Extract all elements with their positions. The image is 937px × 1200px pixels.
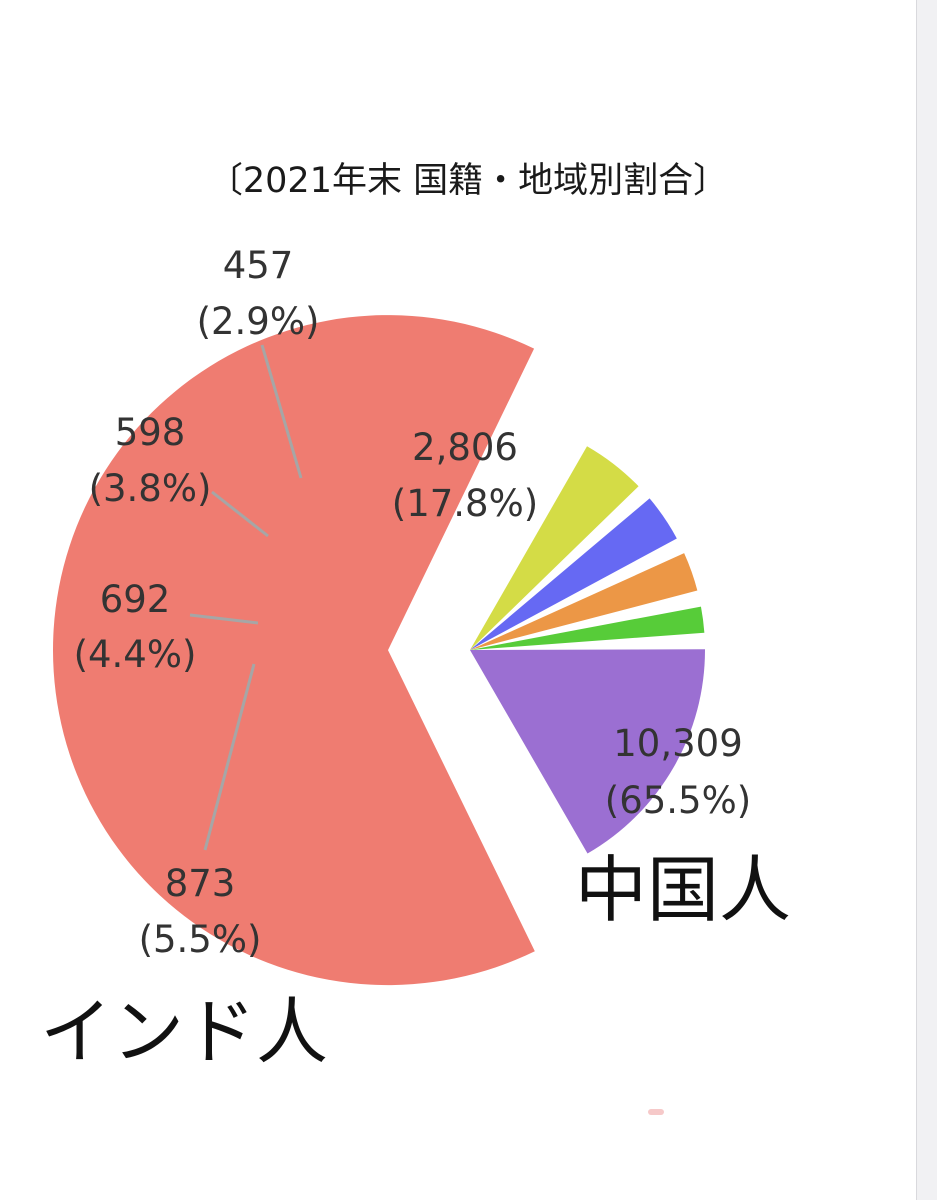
- leader-line-slice-5: [260, 344, 303, 479]
- stray-mark: [648, 1109, 664, 1115]
- value-label-india: 873: [165, 862, 236, 905]
- pie-slice-slice-3: [470, 498, 677, 650]
- percent-label-slice-5: (2.9%): [197, 300, 320, 343]
- pie-slice-slice-4: [470, 553, 698, 650]
- percent-label-slice-3: (4.4%): [74, 633, 197, 676]
- leader-lines: [189, 344, 303, 851]
- value-label-slice-3: 692: [100, 578, 171, 621]
- leader-line-slice-4: [211, 490, 269, 538]
- pie-slice-slice-6: [470, 649, 705, 854]
- pie-slice-slice-5: [470, 606, 705, 650]
- annotation-india: インド人: [40, 990, 328, 1074]
- value-label-slice-6: 2,806: [412, 426, 518, 469]
- chart-title: 〔2021年末 国籍・地域別割合〕: [208, 161, 728, 201]
- pie-slices: [53, 315, 705, 986]
- leader-line-slice-3: [189, 613, 259, 625]
- annotation-china: 中国人: [575, 848, 791, 932]
- percent-label-china: (65.5%): [605, 779, 751, 822]
- data-labels: 10,309 (65.5%) 873 (5.5%) 692 (4.4%) 598 (3.8%)…: [74, 244, 752, 961]
- value-label-slice-5: 457: [223, 244, 294, 287]
- value-label-slice-4: 598: [115, 411, 186, 454]
- value-label-china: 10,309: [613, 722, 742, 765]
- pie-slice-china: [53, 315, 535, 986]
- percent-label-india: (5.5%): [139, 918, 262, 961]
- percent-label-slice-4: (3.8%): [89, 467, 212, 510]
- pie-slice-india: [470, 446, 639, 650]
- percent-label-slice-6: (17.8%): [392, 482, 538, 525]
- page-edge: [916, 0, 937, 1200]
- leader-line-india: [203, 663, 256, 851]
